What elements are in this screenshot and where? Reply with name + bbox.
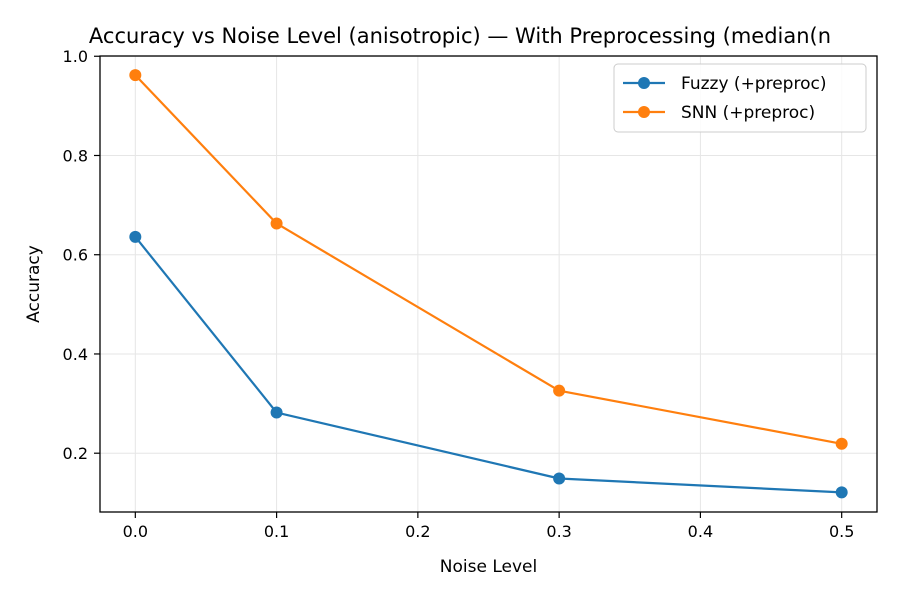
legend: Fuzzy (+preproc) SNN (+preproc): [613, 63, 867, 133]
plot-frame: [99, 55, 878, 513]
series-1: [129, 230, 848, 499]
series-layer: [129, 69, 848, 499]
legend-item: Fuzzy (+preproc): [623, 74, 826, 94]
y-axis-ticks: 0.2 0.4 0.6 0.8 1.0: [63, 47, 100, 463]
x-tick-label: 0.4: [688, 522, 713, 541]
x-axis-ticks: 0.0 0.1 0.2 0.3 0.4 0.5: [123, 512, 854, 541]
legend-box: [613, 63, 867, 133]
y-tick-label: 0.6: [63, 246, 88, 265]
chart-title: Accuracy vs Noise Level (anisotropic) — …: [89, 24, 831, 48]
legend-label: SNN (+preproc): [681, 103, 815, 123]
x-tick-label: 0.1: [264, 522, 289, 541]
y-axis-label: Accuracy: [24, 245, 44, 323]
y-tick-label: 0.2: [63, 444, 88, 463]
series-line: [134, 74, 842, 445]
legend-label: Fuzzy (+preproc): [681, 74, 826, 94]
x-tick-label: 0.3: [546, 522, 571, 541]
data-point: [129, 230, 142, 243]
series-line: [134, 236, 842, 494]
y-tick-label: 0.4: [63, 345, 88, 364]
x-tick-label: 0.5: [829, 522, 854, 541]
x-tick-label: 0.0: [123, 522, 148, 541]
data-point: [129, 69, 142, 82]
x-axis-label: Noise Level: [440, 557, 537, 577]
x-tick-label: 0.2: [405, 522, 430, 541]
data-point: [835, 437, 848, 450]
y-tick-label: 0.8: [63, 146, 88, 165]
data-point: [553, 472, 566, 485]
legend-marker: [638, 106, 650, 118]
data-point: [270, 406, 283, 419]
legend-item: SNN (+preproc): [623, 103, 815, 123]
series-2: [129, 69, 848, 450]
data-point: [553, 384, 566, 397]
data-point: [835, 486, 848, 499]
legend-marker: [638, 77, 650, 89]
data-point: [270, 217, 283, 230]
y-tick-label: 1.0: [63, 47, 88, 66]
